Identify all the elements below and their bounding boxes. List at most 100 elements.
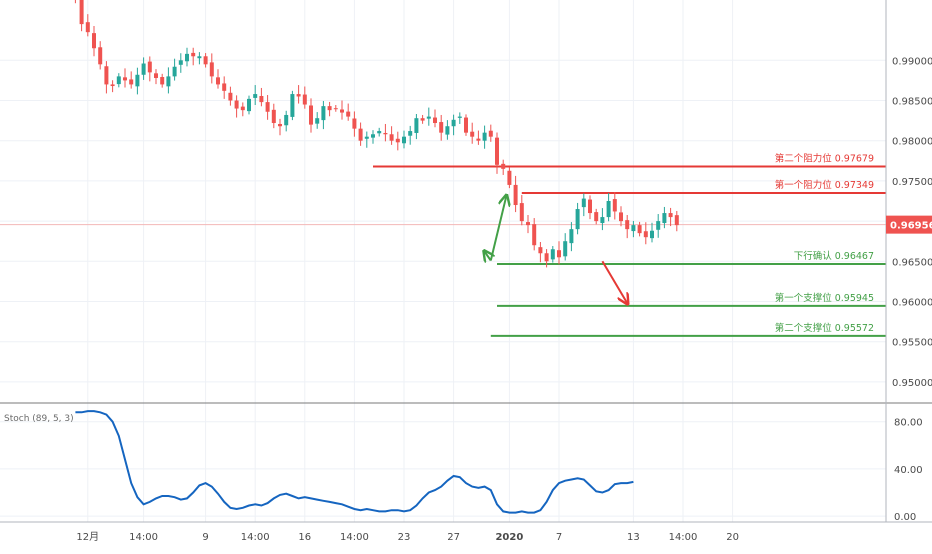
candle[interactable]	[116, 73, 121, 88]
candle[interactable]	[147, 56, 152, 82]
candle[interactable]	[482, 125, 487, 149]
candle[interactable]	[85, 14, 90, 37]
candle[interactable]	[532, 218, 537, 251]
candle[interactable]	[309, 98, 313, 133]
candle[interactable]	[538, 242, 543, 263]
candle[interactable]	[333, 105, 338, 112]
candle[interactable]	[563, 233, 568, 261]
candle[interactable]	[315, 112, 320, 129]
candle[interactable]	[402, 130, 406, 149]
candle[interactable]	[253, 85, 258, 106]
candle[interactable]	[240, 102, 245, 117]
candle[interactable]	[495, 132, 499, 174]
candle[interactable]	[371, 130, 375, 144]
candle[interactable]	[79, 0, 84, 32]
candle[interactable]	[73, 0, 77, 4]
arrow-annotation[interactable]	[489, 196, 507, 261]
candle[interactable]	[185, 47, 189, 67]
candle[interactable]	[420, 114, 425, 124]
candle[interactable]	[581, 193, 586, 217]
candle[interactable]	[656, 214, 661, 238]
candle[interactable]	[327, 101, 332, 117]
candle[interactable]	[588, 195, 592, 220]
candle[interactable]	[643, 222, 648, 245]
candle[interactable]	[383, 123, 388, 142]
candle[interactable]	[129, 71, 134, 89]
candle[interactable]	[550, 246, 555, 263]
candle[interactable]	[160, 73, 165, 88]
candle[interactable]	[191, 47, 196, 66]
candle[interactable]	[513, 175, 518, 213]
candle[interactable]	[278, 118, 282, 136]
candle[interactable]	[439, 114, 444, 141]
candle[interactable]	[123, 68, 127, 88]
candle[interactable]	[110, 80, 115, 93]
candle[interactable]	[476, 130, 481, 145]
candle[interactable]	[104, 61, 109, 94]
candle[interactable]	[507, 167, 512, 189]
candle[interactable]	[135, 67, 140, 95]
candle[interactable]	[247, 95, 251, 115]
candle[interactable]	[662, 206, 667, 229]
candle[interactable]	[557, 241, 561, 265]
candle[interactable]	[203, 53, 208, 68]
candle[interactable]	[197, 52, 202, 65]
candle[interactable]	[457, 112, 462, 124]
candle[interactable]	[302, 86, 307, 109]
candle[interactable]	[637, 221, 642, 237]
arrow-annotation[interactable]	[485, 252, 491, 261]
candle[interactable]	[488, 124, 493, 142]
candle[interactable]	[600, 208, 605, 231]
candle[interactable]	[544, 249, 549, 268]
candle[interactable]	[612, 191, 617, 220]
candle[interactable]	[594, 208, 599, 225]
candle[interactable]	[606, 192, 611, 222]
candle[interactable]	[228, 86, 233, 106]
candle[interactable]	[222, 76, 227, 99]
candle[interactable]	[426, 107, 431, 126]
candle[interactable]	[178, 53, 183, 73]
candle[interactable]	[346, 103, 351, 121]
candle[interactable]	[575, 202, 580, 235]
candle[interactable]	[209, 53, 214, 84]
candle[interactable]	[395, 131, 400, 151]
candle[interactable]	[271, 103, 276, 129]
candle[interactable]	[216, 69, 220, 89]
candle[interactable]	[154, 69, 158, 85]
candle[interactable]	[569, 222, 574, 252]
candle[interactable]	[284, 110, 289, 132]
candle[interactable]	[141, 57, 146, 80]
candle[interactable]	[625, 214, 630, 239]
candle[interactable]	[389, 126, 394, 145]
candle[interactable]	[526, 214, 530, 234]
arrow-annotation[interactable]	[601, 260, 627, 303]
candle[interactable]	[92, 26, 96, 57]
candle[interactable]	[451, 114, 456, 136]
candle[interactable]	[619, 206, 623, 227]
candle[interactable]	[445, 120, 450, 140]
candle[interactable]	[259, 87, 264, 107]
candle[interactable]	[408, 125, 413, 145]
candle[interactable]	[364, 131, 369, 148]
candle[interactable]	[296, 85, 301, 104]
candle[interactable]	[433, 109, 437, 128]
candle[interactable]	[352, 111, 357, 137]
candle[interactable]	[674, 210, 679, 232]
candle[interactable]	[377, 127, 382, 137]
candle[interactable]	[631, 220, 636, 238]
candle[interactable]	[98, 41, 103, 70]
candle[interactable]	[166, 67, 171, 94]
candle[interactable]	[358, 122, 363, 146]
stoch-line[interactable]	[75, 410, 634, 514]
candle[interactable]	[650, 222, 654, 243]
candle[interactable]	[501, 159, 506, 175]
candle[interactable]	[470, 122, 475, 144]
candle[interactable]	[265, 95, 270, 120]
candle[interactable]	[668, 207, 673, 227]
candle[interactable]	[519, 195, 524, 226]
candle[interactable]	[414, 114, 419, 140]
candle[interactable]	[321, 100, 326, 130]
candle[interactable]	[340, 100, 344, 120]
